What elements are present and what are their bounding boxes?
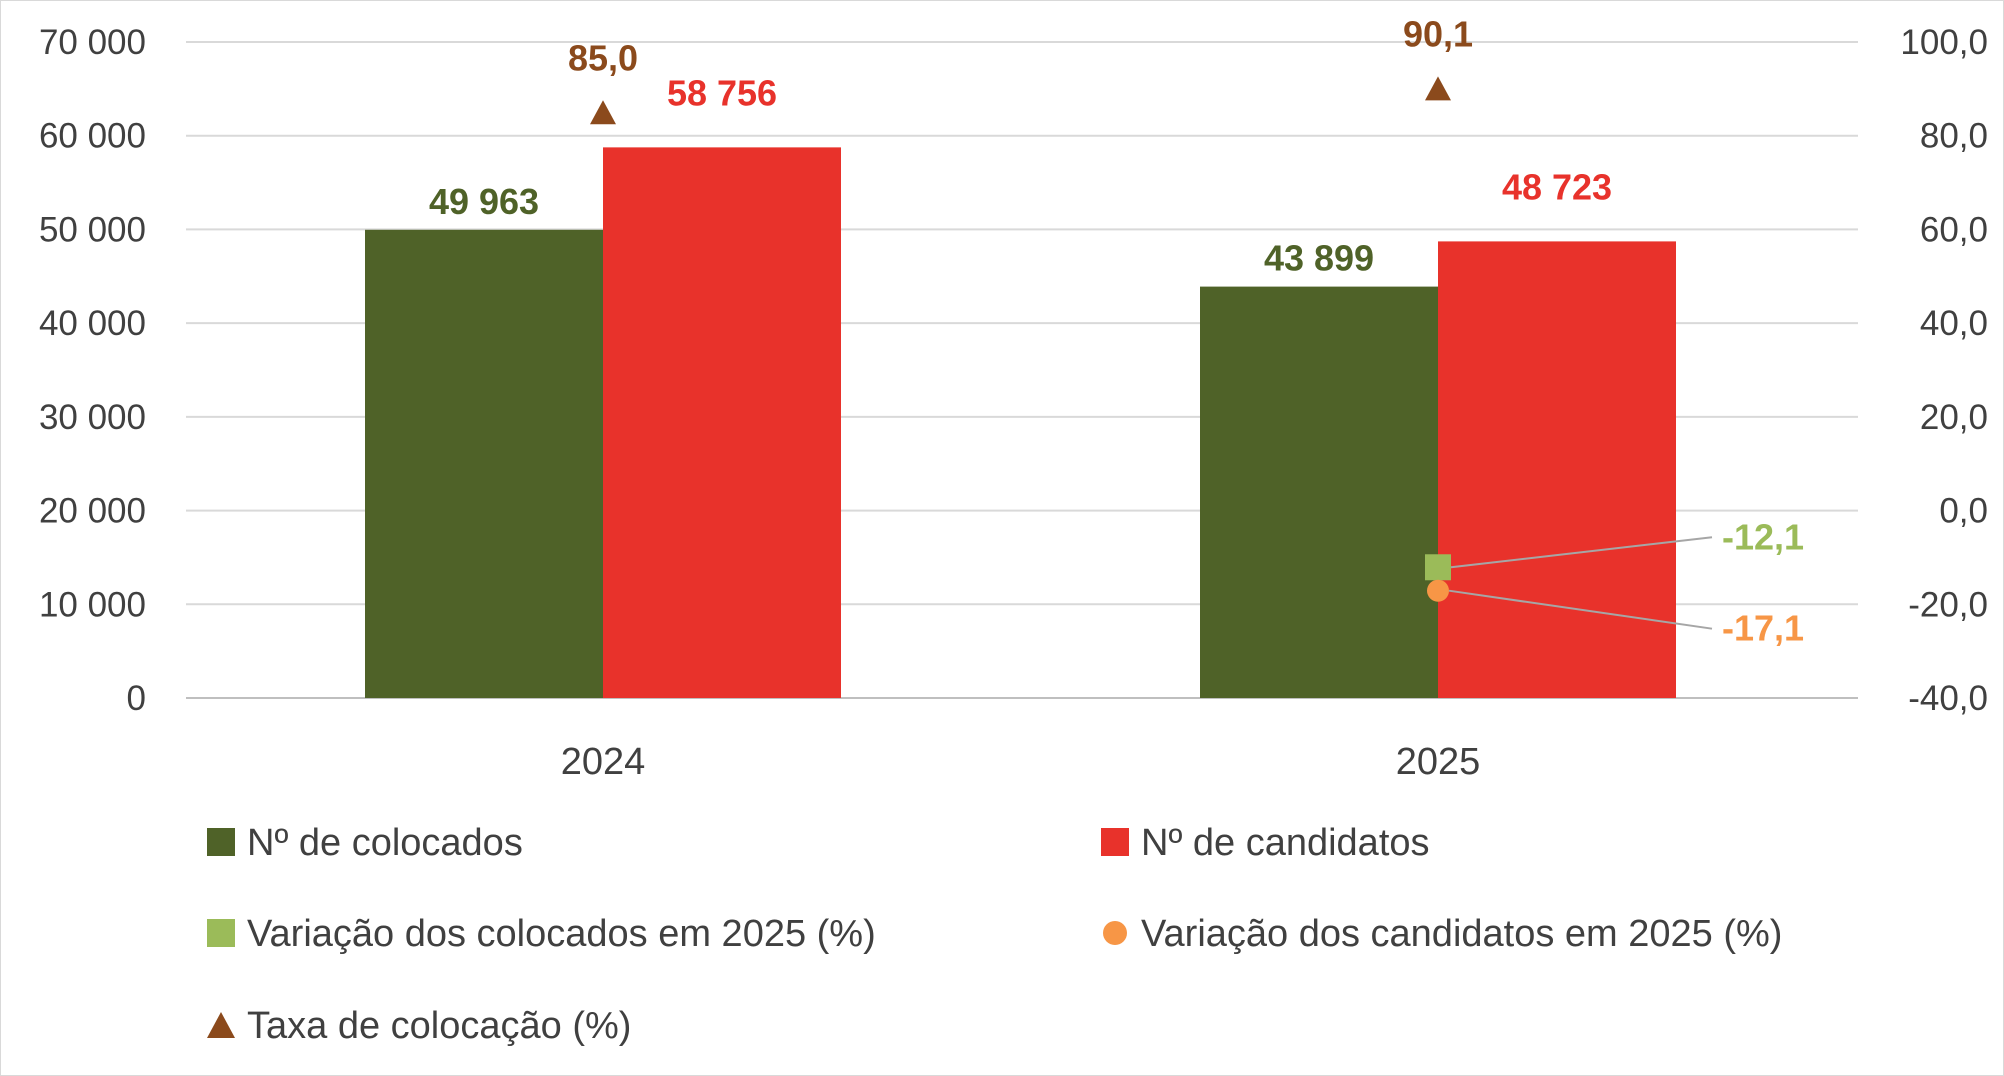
y-left-tick-label: 30 000: [39, 398, 146, 437]
legend-swatch: [1101, 828, 1129, 856]
legend-swatch: [207, 1012, 235, 1038]
y-right-tick-label: -20,0: [1908, 585, 1988, 624]
y-left-tick-label: 20 000: [39, 492, 146, 531]
y-right-tick-label: 0,0: [1939, 492, 1988, 531]
legend: Nº de colocados Nº de candidatos Variação …: [207, 822, 1782, 1047]
bar-colocados: [365, 229, 603, 698]
bar-candidatos: [1438, 241, 1676, 699]
y-right-tick-label: 100,0: [1900, 23, 1988, 62]
legend-label: Taxa de colocação (%): [247, 1005, 631, 1047]
y-left-tick-label: 10 000: [39, 585, 146, 624]
y-right-tick-label: 60,0: [1920, 210, 1988, 249]
marker-taxa: [590, 100, 616, 125]
legend-label: Variação dos candidatos em 2025 (%): [1141, 913, 1782, 955]
markers: [590, 76, 1451, 602]
bar-candidatos: [603, 147, 841, 699]
legend-swatch: [207, 828, 235, 856]
legend-label: Nº de colocados: [247, 822, 523, 864]
y-right-tick-label: 80,0: [1920, 117, 1988, 156]
leader-line: [1450, 536, 1713, 569]
y-left-tick-label: 70 000: [39, 23, 146, 62]
bar-colocados: [1200, 286, 1438, 698]
data-label-candidatos: 58 756: [667, 72, 777, 113]
legend-label: Nº de candidatos: [1141, 822, 1430, 864]
marker-taxa: [1425, 76, 1451, 101]
data-label-colocados: 43 899: [1264, 238, 1374, 279]
marker-var-candidatos: [1427, 579, 1449, 602]
data-label-var-candidatos: -17,1: [1722, 608, 1804, 649]
leader-lines: [1448, 536, 1713, 630]
data-label-taxa: 85,0: [568, 37, 638, 78]
legend-item: Variação dos candidatos em 2025 (%): [1103, 913, 1782, 955]
legend-swatch: [207, 919, 235, 947]
right-axis: -40,0 -20,0 0,0 20,0 40,0 60,0 80,0 100,0: [1900, 23, 1988, 718]
y-left-tick-label: 40 000: [39, 304, 146, 343]
y-right-tick-label: 40,0: [1920, 304, 1988, 343]
data-labels: 49 963 43 899 58 756 48 723 -12,1 -17,1 85,0 90…: [429, 13, 1804, 648]
legend-swatch: [1103, 921, 1127, 945]
data-label-taxa: 90,1: [1403, 13, 1473, 54]
category-label: 2024: [561, 741, 646, 783]
legend-label: Variação dos colocados em 2025 (%): [247, 913, 876, 955]
bars: [365, 147, 1676, 699]
y-right-tick-label: 20,0: [1920, 398, 1988, 437]
y-left-tick-label: 0: [127, 679, 146, 718]
legend-item: Nº de colocados: [207, 822, 523, 864]
legend-item: Taxa de colocação (%): [207, 1005, 631, 1047]
left-axis: 0 10 000 20 000 30 000 40 000 50 000 60 000 70 …: [39, 23, 146, 718]
category-axis: 2024 2025: [561, 741, 1481, 783]
data-label-candidatos: 48 723: [1502, 166, 1612, 207]
legend-item: Nº de candidatos: [1101, 822, 1430, 864]
legend-item: Variação dos colocados em 2025 (%): [207, 913, 876, 955]
data-label-colocados: 49 963: [429, 181, 539, 222]
y-left-tick-label: 60 000: [39, 117, 146, 156]
data-label-var-colocados: -12,1: [1722, 516, 1804, 557]
category-label: 2025: [1396, 741, 1481, 783]
leader-line: [1448, 589, 1713, 630]
y-right-tick-label: -40,0: [1908, 679, 1988, 718]
marker-var-colocados: [1425, 554, 1451, 581]
y-left-tick-label: 50 000: [39, 210, 146, 249]
